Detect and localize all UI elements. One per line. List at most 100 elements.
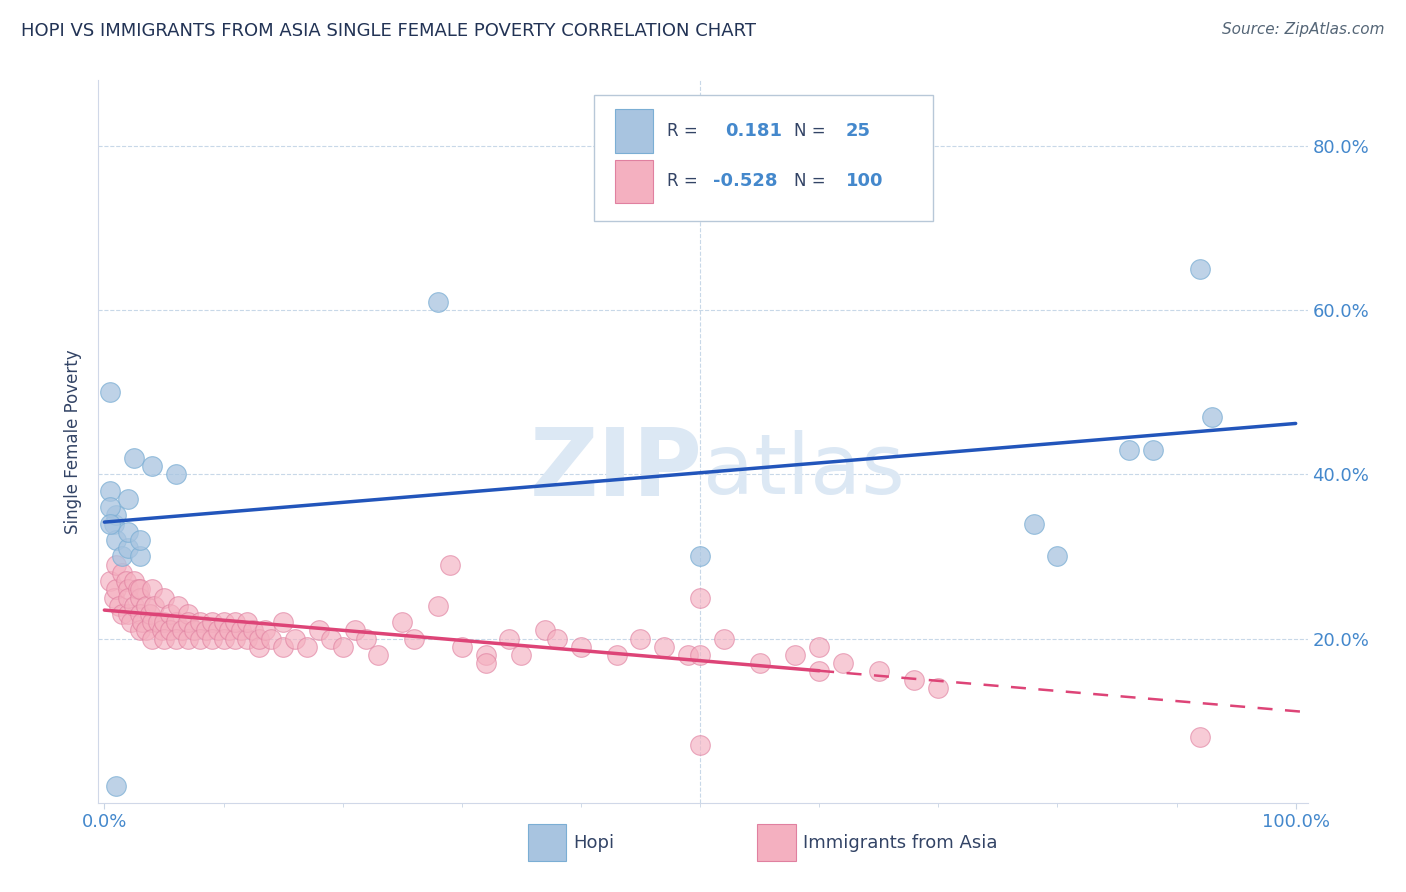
Point bbox=[1118, 442, 1140, 457]
Point bbox=[117, 591, 139, 605]
Point bbox=[207, 624, 229, 638]
Point bbox=[103, 591, 125, 605]
Point bbox=[271, 640, 294, 654]
Point bbox=[498, 632, 520, 646]
Point bbox=[159, 624, 181, 638]
Point bbox=[332, 640, 354, 654]
Point bbox=[510, 648, 533, 662]
Point bbox=[120, 615, 142, 630]
Point bbox=[474, 648, 496, 662]
FancyBboxPatch shape bbox=[595, 95, 932, 221]
Text: N =: N = bbox=[793, 172, 831, 190]
Point bbox=[1189, 730, 1212, 744]
Point bbox=[129, 607, 152, 621]
Point bbox=[534, 624, 557, 638]
Point bbox=[356, 632, 378, 646]
Point bbox=[177, 607, 200, 621]
Point bbox=[606, 648, 628, 662]
Point bbox=[295, 640, 318, 654]
Point bbox=[188, 632, 211, 646]
Point bbox=[242, 624, 264, 638]
Point bbox=[218, 624, 240, 638]
Point bbox=[131, 615, 153, 630]
Point bbox=[177, 615, 200, 630]
Point bbox=[117, 524, 139, 539]
Text: N =: N = bbox=[793, 122, 831, 140]
Point bbox=[367, 648, 389, 662]
Point bbox=[129, 591, 152, 605]
Text: 0.181: 0.181 bbox=[724, 122, 782, 140]
Point bbox=[165, 615, 187, 630]
Point bbox=[188, 615, 211, 630]
Point bbox=[474, 657, 496, 671]
Point bbox=[98, 500, 121, 515]
Point bbox=[271, 615, 294, 630]
Point bbox=[1189, 262, 1212, 277]
Point bbox=[117, 582, 139, 597]
Point bbox=[98, 574, 121, 588]
Point bbox=[111, 566, 134, 580]
Point bbox=[135, 624, 157, 638]
Point bbox=[546, 632, 568, 646]
Point bbox=[165, 467, 187, 482]
Point bbox=[689, 549, 711, 564]
Point bbox=[689, 591, 711, 605]
Point bbox=[122, 450, 145, 465]
Point bbox=[150, 624, 173, 638]
Point bbox=[138, 607, 160, 621]
Point bbox=[167, 599, 190, 613]
Point bbox=[569, 640, 592, 654]
Text: ZIP: ZIP bbox=[530, 425, 703, 516]
Point bbox=[1201, 409, 1223, 424]
Point bbox=[868, 665, 890, 679]
Point bbox=[319, 632, 342, 646]
Text: Hopi: Hopi bbox=[574, 833, 614, 852]
Text: -0.528: -0.528 bbox=[713, 172, 778, 190]
Point bbox=[105, 558, 128, 572]
Point bbox=[404, 632, 426, 646]
Text: atlas: atlas bbox=[703, 430, 904, 511]
Point bbox=[903, 673, 925, 687]
Point bbox=[713, 632, 735, 646]
Point bbox=[200, 632, 222, 646]
Point bbox=[630, 632, 652, 646]
Point bbox=[105, 508, 128, 523]
FancyBboxPatch shape bbox=[614, 109, 654, 153]
Point bbox=[426, 295, 449, 310]
Point bbox=[808, 640, 831, 654]
Point bbox=[236, 615, 259, 630]
Point bbox=[689, 739, 711, 753]
Point bbox=[676, 648, 699, 662]
Point bbox=[212, 615, 235, 630]
FancyBboxPatch shape bbox=[758, 824, 796, 861]
Point bbox=[177, 632, 200, 646]
Point bbox=[153, 615, 176, 630]
Point bbox=[231, 624, 253, 638]
Point bbox=[98, 483, 121, 498]
Text: HOPI VS IMMIGRANTS FROM ASIA SINGLE FEMALE POVERTY CORRELATION CHART: HOPI VS IMMIGRANTS FROM ASIA SINGLE FEMA… bbox=[21, 22, 756, 40]
Point bbox=[141, 615, 163, 630]
Text: Immigrants from Asia: Immigrants from Asia bbox=[803, 833, 998, 852]
Point bbox=[111, 607, 134, 621]
Point bbox=[260, 632, 283, 646]
Point bbox=[1046, 549, 1069, 564]
Point bbox=[141, 459, 163, 474]
Point bbox=[439, 558, 461, 572]
Point bbox=[1022, 516, 1045, 531]
Point bbox=[141, 632, 163, 646]
Point bbox=[129, 582, 152, 597]
Point bbox=[117, 541, 139, 556]
Point bbox=[159, 607, 181, 621]
Point bbox=[165, 632, 187, 646]
Point bbox=[129, 533, 152, 547]
Point bbox=[153, 591, 176, 605]
Point bbox=[343, 624, 366, 638]
Point bbox=[308, 624, 330, 638]
Point bbox=[212, 632, 235, 646]
Point bbox=[450, 640, 472, 654]
Point bbox=[143, 599, 166, 613]
Point bbox=[105, 533, 128, 547]
Point bbox=[122, 574, 145, 588]
Point bbox=[224, 615, 246, 630]
Point bbox=[153, 632, 176, 646]
